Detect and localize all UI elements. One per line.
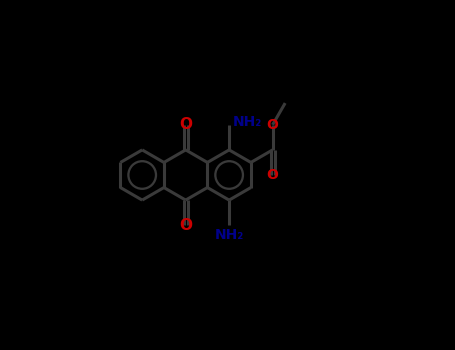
Text: NH₂: NH₂ [233, 115, 262, 129]
Text: O: O [267, 118, 278, 132]
Text: O: O [267, 168, 278, 182]
Text: O: O [179, 218, 192, 233]
Text: NH₂: NH₂ [214, 228, 244, 242]
Text: O: O [179, 117, 192, 132]
